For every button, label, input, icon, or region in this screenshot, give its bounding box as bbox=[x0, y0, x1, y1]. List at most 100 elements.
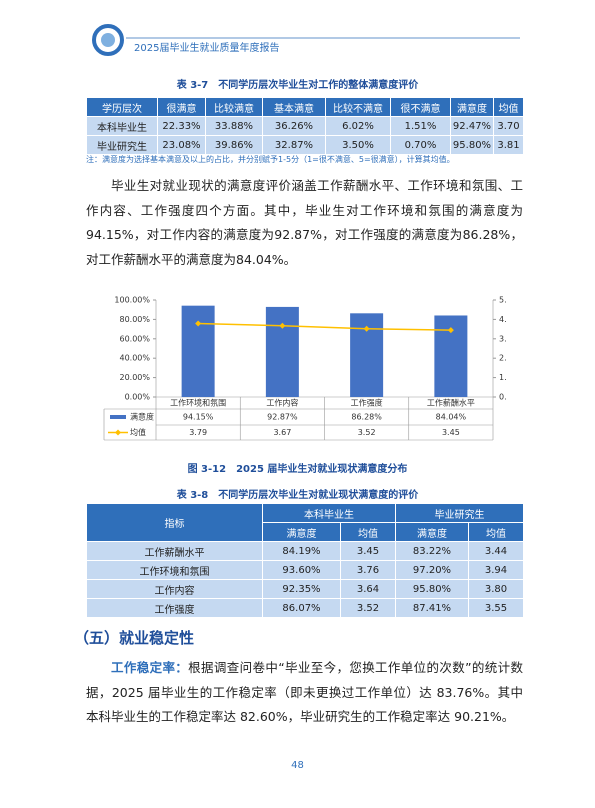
logo-core bbox=[101, 33, 115, 47]
data-label: 92.87% bbox=[267, 413, 298, 422]
cell: 工作薪酬水平 bbox=[86, 541, 263, 561]
y-tick-label: 60.00% bbox=[119, 334, 150, 343]
header-cell: 均值 bbox=[340, 522, 396, 542]
cell: 3.50% bbox=[325, 135, 391, 155]
header-cell: 指标 bbox=[86, 503, 263, 542]
cell: 86.07% bbox=[262, 598, 341, 618]
row: 工作薪酬水平 84.19% 3.45 83.22% 3.44 bbox=[86, 541, 524, 561]
y2-tick-label: 4.00 bbox=[499, 315, 506, 324]
paragraph: 毕业生对就业现状的满意度评价涵盖工作薪酬水平、工作环境和氛围、工作内容、工作强度… bbox=[86, 178, 523, 267]
cell: 3.52 bbox=[340, 598, 396, 618]
table-title: 表 3-7 不同学历层次毕业生对工作的整体满意度评价 bbox=[176, 80, 419, 91]
x-tick-label: 工作强度 bbox=[351, 398, 383, 408]
y-tick-label: 20.00% bbox=[119, 373, 150, 382]
cell: 3.45 bbox=[340, 541, 396, 561]
row: 工作内容 92.35% 3.64 95.80% 3.80 bbox=[86, 579, 524, 599]
cell: 84.19% bbox=[262, 541, 341, 561]
table: 学历层次 很满意 比较满意 基本满意 比较不满意 很不满意 满意度 均值 本科毕业生 22.33%… bbox=[86, 97, 524, 155]
text: 根据调查问卷中“毕业至今，您换工作单位的次数”的统计数据，2025 届毕业生的工… bbox=[86, 660, 523, 724]
y2-tick-label: 2.00 bbox=[499, 354, 506, 363]
cell: 工作环境和氛围 bbox=[86, 560, 263, 580]
header-cell: 满意度 bbox=[395, 522, 469, 542]
cell: 毕业研究生 bbox=[86, 135, 158, 155]
cell: 36.26% bbox=[262, 116, 326, 136]
legend-swatch bbox=[110, 415, 126, 419]
y-tick-label: 100.00% bbox=[114, 296, 150, 305]
header-cell: 比较不满意 bbox=[325, 97, 391, 117]
data-label: 3.52 bbox=[358, 428, 376, 437]
header-cell: 均值 bbox=[493, 97, 524, 117]
header-row: 满意度 均值 满意度 均值 bbox=[87, 522, 524, 542]
cell: 3.70 bbox=[493, 116, 524, 136]
y-tick-label: 80.00% bbox=[119, 315, 150, 324]
cell: 32.87% bbox=[262, 135, 326, 155]
header: 2025届毕业生就业质量年度报告 bbox=[92, 24, 520, 56]
header-cell: 比较满意 bbox=[205, 97, 263, 117]
legend-label: 满意度 bbox=[130, 412, 154, 422]
figure-caption: 图 3-12 2025 届毕业生对就业现状满意度分布 bbox=[187, 464, 408, 475]
cell: 6.02% bbox=[325, 116, 391, 136]
logo bbox=[92, 24, 124, 56]
cell: 0.70% bbox=[390, 135, 451, 155]
table-note: 注：满意度为选择基本满意及以上的占比，并分别赋予1-5分（1=很不满意、5=很满… bbox=[86, 155, 455, 164]
cell: 3.80 bbox=[468, 579, 524, 599]
cell: 92.35% bbox=[262, 579, 341, 599]
row: 工作环境和氛围 93.60% 3.76 97.20% 3.94 bbox=[86, 560, 524, 580]
chart: 0.00% 20.00% 40.00% 60.00% 80.00% 100.00% 0.00… bbox=[103, 296, 506, 441]
cell: 3.44 bbox=[468, 541, 524, 561]
cell: 87.41% bbox=[395, 598, 469, 618]
cell: 3.81 bbox=[493, 135, 524, 155]
cell: 本科毕业生 bbox=[86, 116, 158, 136]
paragraph: 工作稳定率：根据调查问卷中“毕业至今，您换工作单位的次数”的统计数据，2025 … bbox=[86, 656, 523, 730]
header-cell: 本科毕业生 bbox=[262, 503, 396, 523]
table-title: 表 3-8 不同学历层次毕业生对就业现状满意度的评价 bbox=[176, 490, 419, 501]
cell: 93.60% bbox=[262, 560, 341, 580]
page-number: 48 bbox=[291, 760, 304, 771]
y2-tick-label: 3.00 bbox=[499, 334, 506, 343]
header-cell: 毕业研究生 bbox=[395, 503, 524, 523]
marker bbox=[195, 320, 202, 327]
marker bbox=[279, 322, 286, 329]
y-tick-label: 0.00% bbox=[125, 393, 151, 402]
line bbox=[198, 322, 451, 331]
data-label: 3.79 bbox=[189, 428, 207, 437]
y2-tick-label: 1.00 bbox=[499, 373, 506, 382]
row: 毕业研究生 23.08% 39.86% 32.87% 3.50% 0.70% 95.80% 3… bbox=[86, 135, 524, 155]
x-tick-label: 工作内容 bbox=[266, 398, 298, 408]
y2-tick-label: 5.00 bbox=[499, 296, 506, 305]
cell: 工作强度 bbox=[86, 598, 263, 618]
y2-tick-label: 0.00 bbox=[499, 393, 506, 402]
data-label: 84.04% bbox=[436, 413, 467, 422]
x-tick-label: 工作薪酬水平 bbox=[427, 398, 475, 408]
data-label: 3.45 bbox=[442, 428, 460, 437]
cell: 92.47% bbox=[450, 116, 494, 136]
data-label: 94.15% bbox=[183, 413, 214, 422]
header-row: 学历层次 很满意 比较满意 基本满意 比较不满意 很不满意 满意度 均值 bbox=[86, 97, 524, 117]
cell: 22.33% bbox=[157, 116, 206, 136]
cell: 33.88% bbox=[205, 116, 263, 136]
cell: 83.22% bbox=[395, 541, 469, 561]
header-cell: 满意度 bbox=[262, 522, 341, 542]
cell: 1.51% bbox=[390, 116, 451, 136]
table: 指标 本科毕业生 毕业研究生 满意度 均值 满意度 均值 工作薪酬水平 84.19% 3.45 83… bbox=[86, 503, 524, 618]
marker bbox=[363, 325, 370, 332]
section-heading: （五）就业稳定性 bbox=[74, 629, 195, 647]
cell: 39.86% bbox=[205, 135, 263, 155]
bar bbox=[265, 306, 299, 397]
cell: 3.94 bbox=[468, 560, 524, 580]
header-title: 2025届毕业生就业质量年度报告 bbox=[134, 41, 279, 54]
lead: 工作稳定率： bbox=[111, 660, 189, 675]
legend-marker bbox=[115, 429, 121, 436]
cell: 3.64 bbox=[340, 579, 396, 599]
header-cell: 很不满意 bbox=[390, 97, 451, 117]
header-cell: 基本满意 bbox=[262, 97, 326, 117]
bar bbox=[181, 305, 215, 397]
marker bbox=[447, 327, 454, 334]
legend-label: 均值 bbox=[130, 427, 146, 437]
header-cell: 很满意 bbox=[157, 97, 206, 117]
data-label: 86.28% bbox=[351, 413, 382, 422]
cell: 97.20% bbox=[395, 560, 469, 580]
header-cell: 学历层次 bbox=[86, 97, 158, 117]
cell: 23.08% bbox=[157, 135, 206, 155]
